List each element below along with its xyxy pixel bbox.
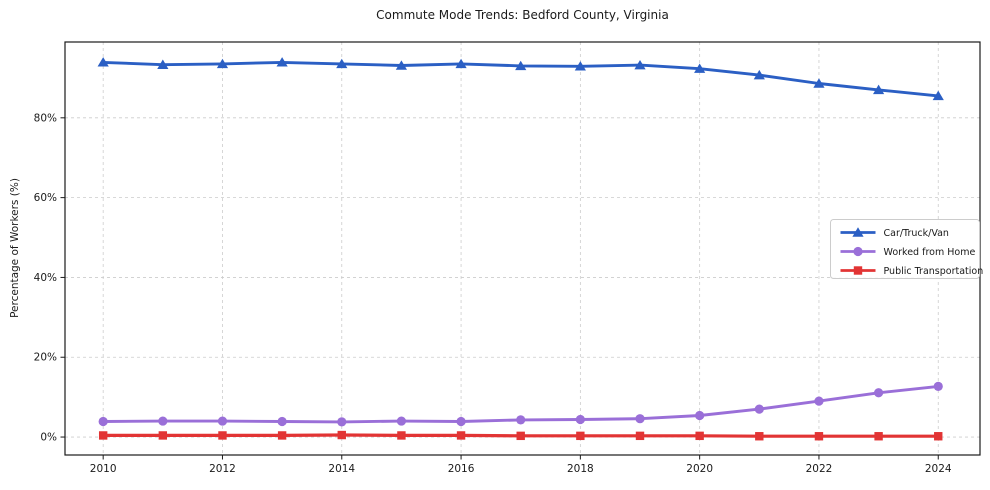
circle-marker	[277, 416, 287, 427]
series-public-transportation	[98, 430, 943, 441]
square-marker	[98, 431, 108, 440]
triangle-marker	[216, 58, 229, 69]
y-tick-label: 0%	[40, 432, 57, 444]
square-marker	[397, 431, 406, 440]
circle-marker	[98, 416, 108, 427]
x-tick-label: 2024	[925, 463, 952, 475]
circle-marker	[158, 416, 168, 426]
circle-marker	[516, 415, 526, 425]
y-axis-label: Percentage of Workers (%)	[9, 178, 21, 318]
triangle-marker	[634, 59, 646, 70]
y-tick-label: 40%	[34, 272, 57, 284]
circle-marker	[635, 414, 645, 424]
circle-marker	[695, 410, 705, 421]
circle-marker	[933, 381, 943, 391]
square-marker	[874, 432, 883, 441]
square-marker	[158, 431, 168, 440]
x-tick-label: 2020	[686, 463, 713, 475]
triangle-marker	[276, 57, 288, 67]
triangle-marker	[157, 59, 169, 69]
circle-marker	[873, 388, 884, 398]
square-marker	[576, 431, 585, 441]
chart-title: Commute Mode Trends: Bedford County, Vir…	[376, 8, 669, 22]
square-marker	[516, 431, 525, 441]
circle-marker	[575, 414, 585, 425]
square-marker	[755, 432, 764, 441]
circle-marker	[814, 396, 824, 406]
triangle-marker	[872, 84, 885, 95]
y-tick-label: 20%	[34, 352, 57, 364]
square-marker	[456, 431, 466, 440]
square-marker	[695, 431, 704, 441]
legend-label: Public Transportation	[884, 266, 984, 277]
tick-labels: 2010 2012 2014 2016 2018 2020 2022 2024 0% 20% 40%…	[34, 112, 952, 475]
circle-marker	[754, 404, 764, 414]
y-tick-label: 60%	[34, 192, 57, 204]
triangle-marker	[753, 69, 765, 80]
legend-label: Worked from Home	[884, 247, 976, 258]
circle-marker	[337, 417, 347, 427]
x-tick-label: 2016	[448, 463, 475, 475]
circle-marker	[456, 416, 466, 427]
legend-box	[830, 219, 980, 279]
square-marker	[814, 432, 824, 441]
circle-marker	[217, 416, 228, 426]
triangle-marker	[455, 58, 467, 69]
x-tick-label: 2022	[806, 463, 833, 475]
triangle-marker	[852, 227, 864, 237]
triangle-marker	[694, 63, 706, 73]
triangle-marker	[574, 61, 586, 71]
axis-ticks	[60, 117, 939, 460]
square-marker	[934, 432, 943, 441]
x-tick-label: 2012	[209, 463, 236, 475]
square-marker	[853, 266, 863, 275]
triangle-marker	[515, 60, 527, 71]
y-tick-label: 80%	[34, 112, 57, 124]
square-marker	[337, 430, 346, 440]
legend: Car/Truck/Van Worked from Home Public Tran…	[830, 219, 984, 279]
circle-marker	[396, 416, 407, 426]
square-marker	[277, 431, 287, 440]
triangle-marker	[336, 58, 348, 69]
triangle-marker	[932, 90, 944, 101]
square-marker	[635, 431, 645, 441]
circle-marker	[853, 246, 863, 257]
x-tick-label: 2014	[328, 463, 355, 475]
legend-label: Car/Truck/Van	[884, 228, 949, 239]
triangle-marker	[97, 57, 109, 67]
triangle-marker	[395, 60, 408, 70]
triangle-marker	[813, 78, 825, 88]
series-worked-from-home	[98, 381, 943, 427]
square-marker	[218, 431, 227, 440]
series-car-truck-van	[97, 57, 944, 101]
x-tick-label: 2018	[567, 463, 594, 475]
x-tick-label: 2010	[90, 463, 117, 475]
